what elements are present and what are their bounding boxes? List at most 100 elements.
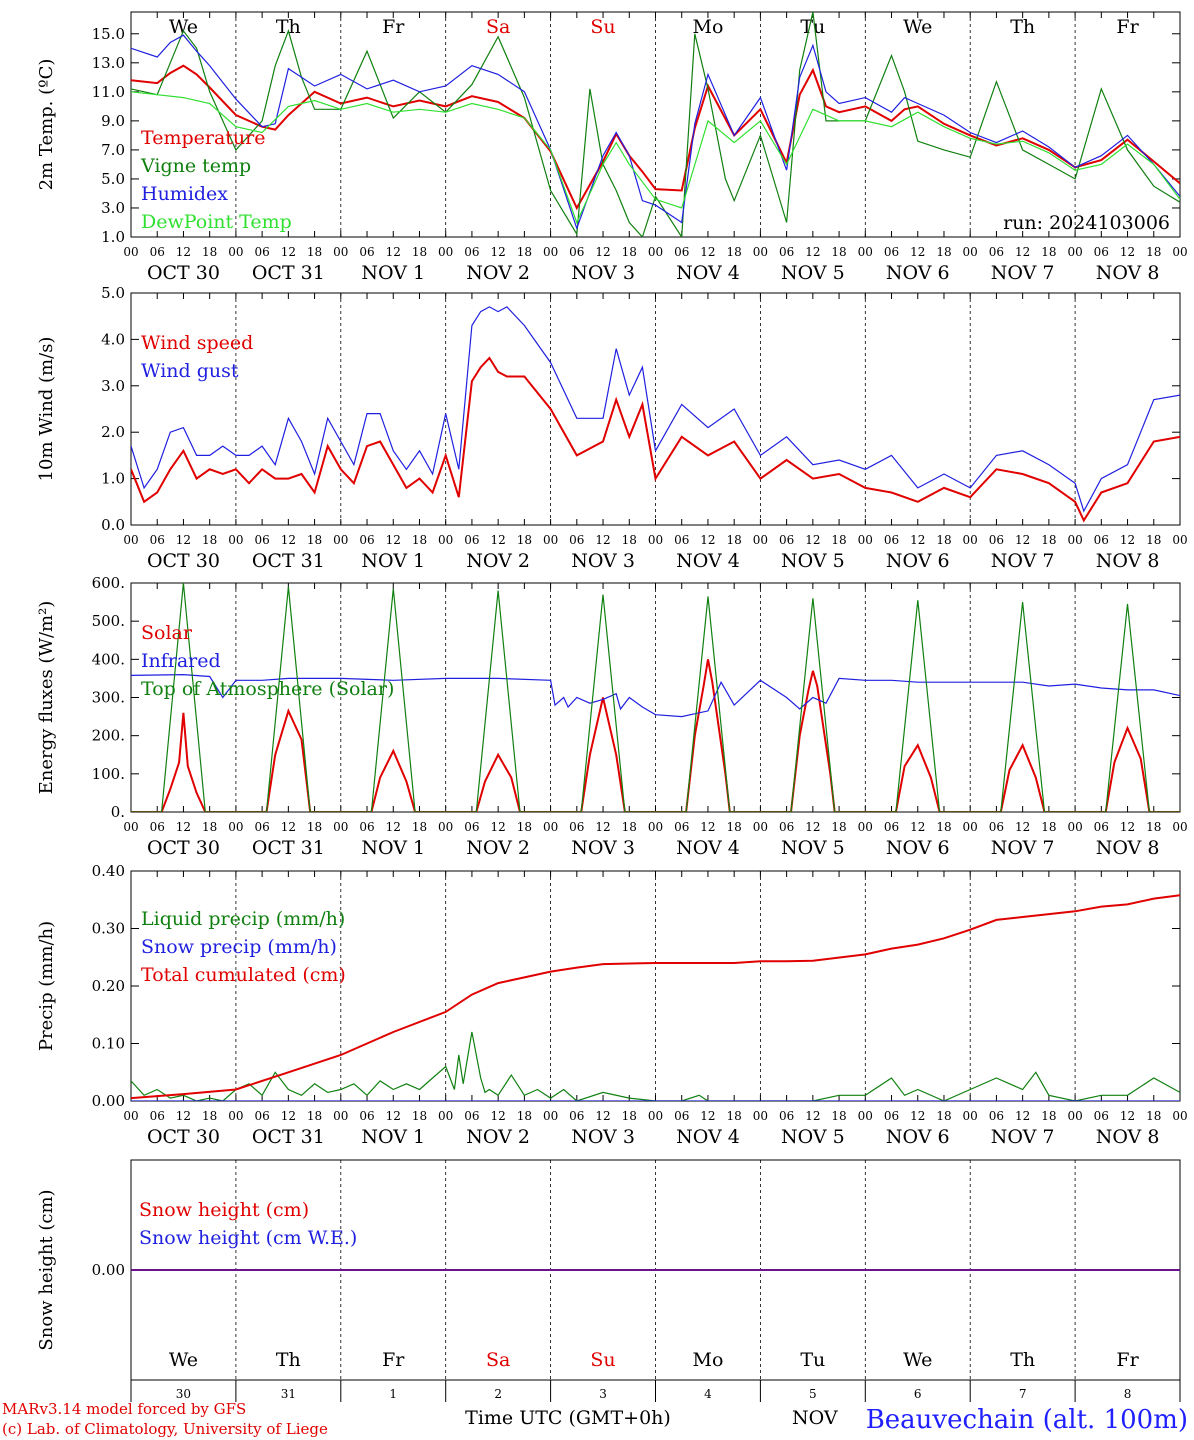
hour-tick-label: 12 [805,245,820,259]
series-line-solar [131,659,1180,812]
day-number: 2 [494,1387,502,1401]
hour-tick-label: 06 [464,245,479,259]
hour-tick-label: 06 [989,820,1004,834]
date-label: NOV 6 [886,1126,950,1148]
hour-tick-label: 18 [307,533,322,547]
hour-tick-label: 18 [202,245,217,259]
day-name: Tu [800,1349,825,1371]
hour-tick-label: 00 [438,820,453,834]
y-tick-label: 100. [92,765,125,783]
hour-tick-label: 12 [176,533,191,547]
y-tick-label: 500. [92,612,125,630]
hour-tick-label: 18 [412,245,427,259]
day-number: 4 [704,1387,712,1401]
legend-entry: Snow height (cm W.E.) [139,1227,357,1249]
hour-tick-label: 12 [281,1109,296,1123]
hour-tick-label: 18 [831,245,846,259]
date-label: NOV 8 [1096,262,1160,284]
hour-tick-label: 06 [569,820,584,834]
hour-tick-label: 00 [438,1109,453,1123]
hour-tick-label: 12 [1015,820,1030,834]
hour-tick-label: 18 [727,533,742,547]
y-tick-label: 1.0 [101,228,125,246]
date-label: NOV 2 [466,837,530,859]
day-number: 7 [1019,1387,1027,1401]
hour-tick-label: 06 [884,533,899,547]
hour-tick-label: 12 [386,245,401,259]
hour-tick-label: 00 [858,1109,873,1123]
hour-tick-label: 12 [386,1109,401,1123]
hour-tick-label: 18 [727,1109,742,1123]
hour-tick-label: 12 [910,1109,925,1123]
hour-tick-label: 06 [1094,245,1109,259]
date-label: OCT 31 [252,1126,325,1148]
y-tick-label: 1.0 [101,470,125,488]
panel-1: 1.0 3.0 5.0 7.0 9.0 11.0 13.0 15.0 2m Temp. (ºC)… [36,11,1188,284]
date-label: NOV 2 [466,550,530,572]
station-name: Beauvechain (alt. 100m) [866,1405,1188,1435]
hour-tick-label: 12 [176,1109,191,1123]
legend-entry: Total cumulated (cm) [141,964,346,986]
hour-tick-label: 12 [491,533,506,547]
date-label: NOV 6 [886,837,950,859]
hour-tick-label: 18 [517,245,532,259]
series-line-total-cumulated-cm- [131,894,1180,1100]
hour-tick-label: 06 [464,533,479,547]
y-tick-label: 0.00 [92,1261,125,1279]
hour-tick-label: 00 [963,820,978,834]
date-label: OCT 31 [252,262,325,284]
hour-tick-label: 18 [202,533,217,547]
y-tick-label: 13.0 [92,54,125,72]
y-tick-label: 3.0 [101,377,125,395]
hour-tick-label: 00 [543,533,558,547]
legend-entry: Liquid precip (mm/h) [141,908,345,930]
credit-line-2: (c) Lab. of Climatology, University of L… [2,1420,328,1438]
day-number: 3 [599,1387,607,1401]
hour-tick-label: 00 [333,533,348,547]
series-line-wind-speed [131,356,1180,523]
hour-tick-label: 12 [176,245,191,259]
hour-tick-label: 12 [1120,533,1135,547]
date-label: NOV 5 [781,550,845,572]
hour-tick-label: 18 [1041,245,1056,259]
series-line-wind-gust [131,306,1180,513]
hour-tick-label: 06 [779,245,794,259]
series-line-humidex [131,34,1180,231]
hour-tick-label: 12 [805,820,820,834]
day-name: Mo [692,16,723,38]
hour-tick-label: 00 [963,245,978,259]
series-line-vigne-temp [131,12,1180,237]
day-name: We [903,1349,932,1371]
hour-tick-label: 00 [1172,533,1187,547]
y-tick-label: 600. [92,574,125,592]
hour-tick-label: 18 [936,245,951,259]
hour-tick-label: 18 [1146,245,1161,259]
legend-entry: Wind gust [141,360,239,382]
date-label: OCT 30 [147,1126,220,1148]
hour-tick-label: 12 [805,533,820,547]
hour-tick-label: 12 [700,1109,715,1123]
hour-tick-label: 00 [333,1109,348,1123]
date-label: OCT 30 [147,550,220,572]
hour-tick-label: 18 [1146,1109,1161,1123]
hour-tick-label: 06 [254,533,269,547]
day-number: 6 [914,1387,922,1401]
hour-tick-label: 18 [831,820,846,834]
date-label: NOV 3 [571,550,635,572]
hour-tick-label: 06 [359,245,374,259]
day-name: Sa [486,1349,510,1371]
date-label: NOV 4 [676,550,740,572]
panel-5: 0.00 Snow height (cm) Snow height (cm) Snow… [36,1159,1181,1402]
date-label: NOV 7 [991,837,1055,859]
hour-tick-label: 06 [779,1109,794,1123]
hour-tick-label: 18 [936,1109,951,1123]
hour-tick-label: 00 [228,245,243,259]
date-label: NOV 7 [991,262,1055,284]
hour-tick-label: 00 [858,245,873,259]
hour-tick-label: 18 [412,820,427,834]
y-tick-label: 200. [92,727,125,745]
hour-tick-label: 18 [831,1109,846,1123]
day-name: We [169,16,198,38]
hour-tick-label: 12 [595,245,610,259]
hour-tick-label: 18 [936,533,951,547]
